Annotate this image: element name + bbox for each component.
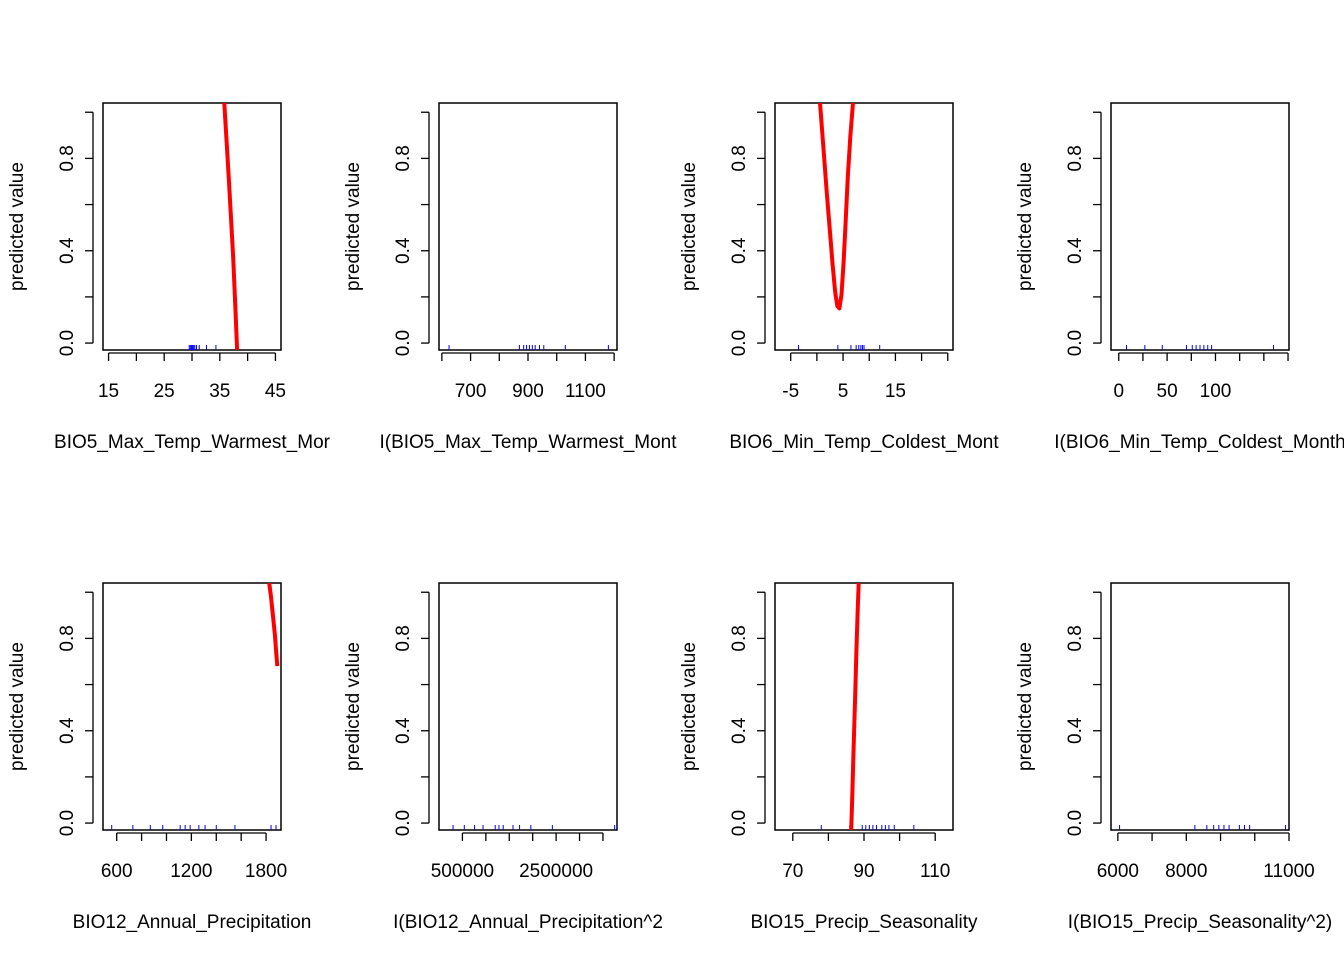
x-tick-label: 100 [1200,381,1232,402]
x-axis-label: I(BIO5_Max_Temp_Warmest_Mont [379,432,677,453]
x-tick-label: 5 [838,381,849,402]
y-tick-label: 0.8 [57,145,78,171]
x-tick-label: 70 [782,861,803,882]
y-tick-label: 0.4 [1065,717,1086,744]
x-tick-label: 25 [154,381,175,402]
panel-5: 0.0 0.4 0.8 predicted value 600 1200 1800 BIO12… [7,582,312,933]
y-tick-label: 0.4 [729,717,750,744]
x-tick-label: 35 [209,381,230,402]
x-tick-label: 0 [1113,381,1124,402]
x-axis-label: I(BIO15_Precip_Seasonality^2) [1068,912,1333,933]
x-axis-label: I(BIO12_Annual_Precipitation^2 [393,912,663,933]
response-curve [222,103,240,350]
response-curve [849,583,861,830]
x-tick-label: 1800 [245,861,287,882]
y-axis-label: predicted value [343,642,364,771]
x-tick-label: 15 [98,381,119,402]
x-tick-label: 1100 [565,381,606,402]
y-axis-label: predicted value [679,642,700,771]
y-tick-label: 0.4 [1065,237,1086,264]
y-axis-label: predicted value [7,162,28,291]
panel-7: 0.0 0.4 0.8 predicted value 70 90 110 BIO15_Pre… [679,582,978,933]
x-tick-label: 15 [885,381,906,402]
x-axis-label: BIO15_Precip_Seasonality [750,912,978,933]
x-tick-label: 1200 [170,861,212,882]
y-axis-label: predicted value [679,162,700,291]
response-curve [818,103,855,311]
y-tick-label: 0.8 [729,625,750,651]
y-tick-label: 0.8 [729,145,750,171]
x-tick-label: 900 [512,381,544,402]
y-axis-label: predicted value [1015,642,1036,771]
x-axis-label: BIO6_Min_Temp_Coldest_Mont [729,432,999,453]
y-tick-label: 0.8 [57,625,78,651]
y-tick-label: 0.0 [1065,810,1086,836]
x-tick-label: 2500000 [519,861,593,882]
panel-8: 0.0 0.4 0.8 predicted value 6000 8000 11000 I(B… [1015,582,1333,933]
x-tick-label: 45 [265,381,286,402]
x-tick-label: -5 [782,381,799,402]
x-tick-label: 500000 [431,861,494,882]
y-tick-label: 0.0 [57,330,78,356]
y-tick-label: 0.8 [1065,625,1086,651]
panel-1: 0.0 0.4 0.8 predicted value 15 25 35 45 BIO5_Max… [7,102,331,453]
x-tick-label: 110 [920,861,950,882]
plot-frame [102,102,282,351]
y-axis-label: predicted value [343,162,364,291]
plot-frame [438,582,618,831]
panel-3: 0.0 0.4 0.8 predicted value -5 5 15 BIO6_Min_Te… [679,102,999,453]
response-curve [267,583,280,667]
x-tick-label: 8000 [1165,861,1207,882]
y-tick-label: 0.0 [729,810,750,836]
plot-frame [1110,102,1290,351]
y-tick-label: 0.4 [393,717,414,744]
panel-6: 0.0 0.4 0.8 predicted value 500000 2500000 I(B… [343,582,663,933]
x-tick-label: 600 [101,861,133,882]
y-tick-label: 0.0 [1065,330,1086,356]
y-tick-label: 0.0 [393,330,414,356]
y-tick-label: 0.8 [1065,145,1086,171]
panel-2: 0.0 0.4 0.8 predicted value 700 900 1100 I(BIO5… [343,102,677,453]
x-tick-label: 50 [1157,381,1178,402]
y-tick-label: 0.0 [57,810,78,836]
x-tick-label: 11000 [1263,861,1314,882]
x-tick-label: 700 [455,381,487,402]
x-tick-label: 90 [853,861,874,882]
y-tick-label: 0.4 [393,237,414,264]
y-tick-label: 0.8 [393,145,414,171]
y-axis-label: predicted value [7,642,28,771]
y-tick-label: 0.0 [393,810,414,836]
plot-frame [774,582,954,831]
x-axis-label: BIO12_Annual_Precipitation [73,912,312,933]
y-tick-label: 0.4 [57,237,78,264]
x-tick-label: 6000 [1097,861,1139,882]
panel-4: 0.0 0.4 0.8 predicted value 0 50 100 I(BIO6_Min… [1015,102,1344,453]
x-axis-label: I(BIO6_Min_Temp_Coldest_Month [1054,432,1344,453]
y-tick-label: 0.4 [57,717,78,744]
plot-frame [1110,582,1290,831]
y-axis-label: predicted value [1015,162,1036,291]
plot-frame [774,102,954,351]
y-tick-label: 0.4 [729,237,750,264]
plot-frame [102,582,282,831]
plot-frame [438,102,618,351]
x-axis-label: BIO5_Max_Temp_Warmest_Mor [54,432,331,453]
y-tick-label: 0.0 [729,330,750,356]
y-tick-label: 0.8 [393,625,414,651]
